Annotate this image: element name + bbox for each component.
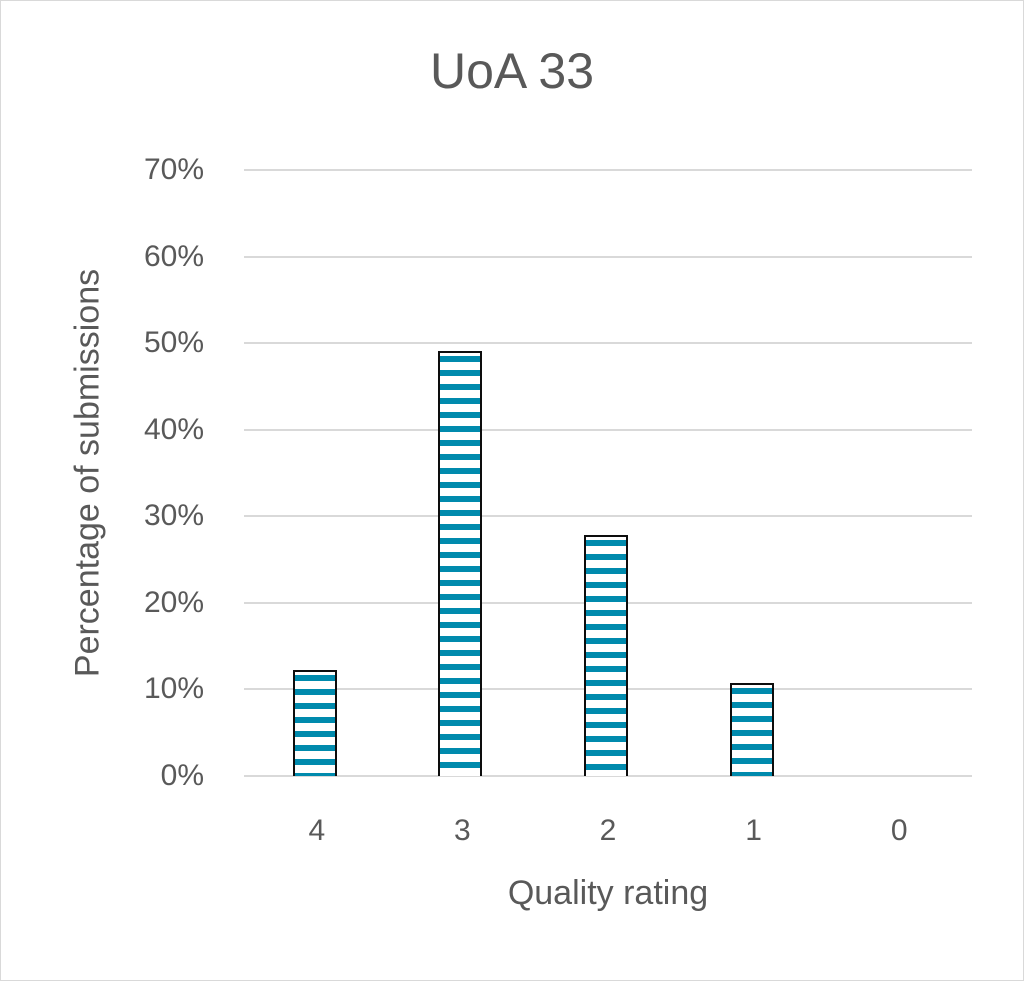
y-tick-label: 0% <box>160 759 204 792</box>
x-tick-label: 3 <box>454 814 471 847</box>
gridline <box>244 515 972 518</box>
y-tick-label: 30% <box>143 499 204 533</box>
x-axis-label: Quality rating <box>507 874 709 912</box>
gridline <box>244 428 972 431</box>
x-tick-label: 0 <box>890 814 908 847</box>
bar-rating-2 <box>584 535 628 776</box>
x-tick-label: 2 <box>599 814 617 847</box>
bar-rating-1 <box>729 683 774 776</box>
chart-title: UoA 33 <box>429 43 594 99</box>
gridline <box>244 342 972 345</box>
x-tick-label: 1 <box>745 814 762 847</box>
y-tick-label: 70% <box>143 153 204 186</box>
bar-rating-4 <box>292 670 337 776</box>
y-tick-label: 50% <box>143 326 204 360</box>
gridline <box>244 775 972 777</box>
y-tick-label: 40% <box>143 412 204 446</box>
gridline <box>244 169 972 171</box>
y-tick-label: 20% <box>143 585 204 619</box>
y-tick-label: 10% <box>143 672 204 706</box>
gridline <box>244 255 972 258</box>
y-axis-label: Percentage of submissions <box>68 268 107 678</box>
x-tick-label: 4 <box>308 814 326 847</box>
bar-rating-3 <box>438 350 483 776</box>
y-tick-label: 60% <box>143 239 204 273</box>
